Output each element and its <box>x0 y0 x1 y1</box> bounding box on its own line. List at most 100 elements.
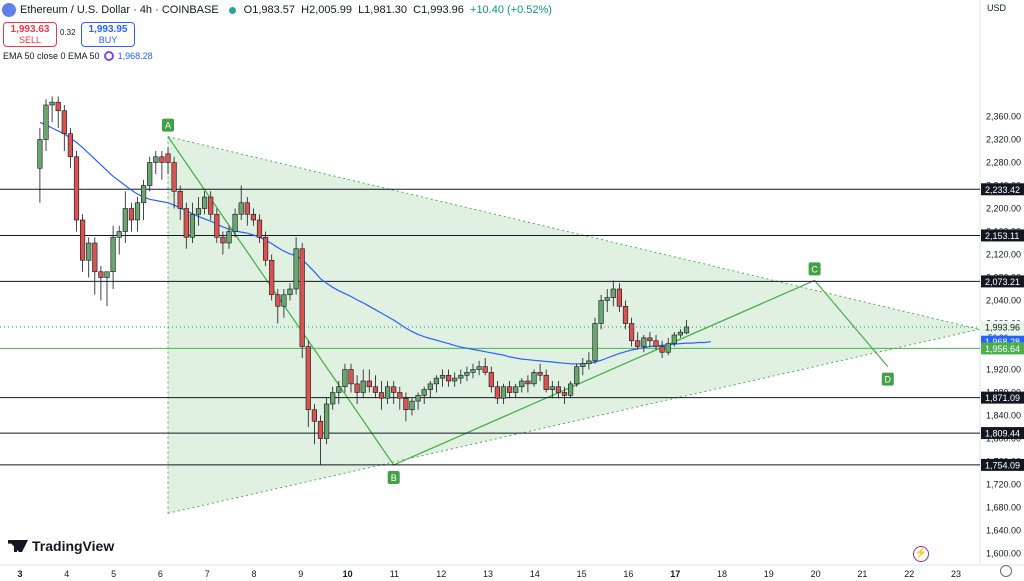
candle-body <box>641 337 647 347</box>
sell-price: 1,993.63 <box>10 24 50 35</box>
candle-body <box>147 162 153 186</box>
symbol-title[interactable]: Ethereum / U.S. Dollar · 4h · COINBASE <box>20 4 219 16</box>
candle-body <box>531 372 537 385</box>
brand-name: TradingView <box>32 538 115 554</box>
candle-body <box>311 409 318 422</box>
candle-body <box>43 104 49 140</box>
candle-body <box>104 271 110 278</box>
candle-body <box>55 101 61 112</box>
candle-body <box>214 213 220 238</box>
candle-body <box>73 156 80 221</box>
candle-body <box>403 397 409 411</box>
time-axis[interactable]: 3 4 5 6 7 8 9 10 11 12 13 14 15 16 17 18 19 20 21 22 23 <box>17 569 961 579</box>
currency-label[interactable]: USD <box>987 3 1007 13</box>
time-tick-label: 5 <box>111 569 116 579</box>
settings-gear-icon[interactable] <box>1000 565 1012 577</box>
triangle-pattern <box>167 136 980 514</box>
price-tick-label: 2,200.00 <box>986 204 1021 214</box>
time-tick-label: 11 <box>390 569 399 579</box>
price-tick-label: 1,720.00 <box>986 480 1021 490</box>
candle-body <box>421 389 427 396</box>
point-d-label: D <box>885 375 892 385</box>
candle-body <box>305 346 311 411</box>
candle-body <box>567 383 574 396</box>
candle-body <box>622 305 629 324</box>
ema-value: 1,968.28 <box>117 51 153 61</box>
candle-body <box>464 372 470 376</box>
price-tick-label: 2,120.00 <box>986 250 1021 260</box>
candle-body <box>580 363 586 367</box>
candle-body <box>208 196 214 215</box>
price-tick-label: 2,040.00 <box>986 296 1021 306</box>
level-price-label: 2,153.11 <box>985 231 1019 241</box>
buy-button[interactable]: 1,993.95 BUY <box>81 22 135 47</box>
candle-body <box>220 236 226 244</box>
candle-body <box>189 213 196 238</box>
level-price-label-bg <box>981 458 1024 471</box>
candle-body <box>281 294 287 307</box>
sell-button[interactable]: 1,993.63 SELL <box>3 22 57 47</box>
time-tick-label: 13 <box>483 569 493 579</box>
candle-body <box>616 288 622 307</box>
time-tick-label: 10 <box>343 569 353 579</box>
symbol-header: Ethereum / U.S. Dollar · 4h · COINBASE O… <box>0 0 552 20</box>
time-tick-label: 7 <box>205 569 210 579</box>
candle-body <box>598 300 604 324</box>
time-tick-label: 16 <box>623 569 633 579</box>
point-d-badge <box>881 372 894 386</box>
tradingview-logo: TradingView <box>8 538 114 554</box>
lightning-icon[interactable]: ⚡ <box>913 546 929 562</box>
point-a-badge <box>162 118 174 132</box>
point-b-badge <box>387 470 400 484</box>
last-price-label: 1,993.96 <box>985 322 1020 332</box>
sell-label: SELL <box>18 35 42 45</box>
candle-body <box>378 392 385 399</box>
candle-body <box>519 380 525 388</box>
level-price-label: 2,073.21 <box>985 277 1020 287</box>
market-status-icon <box>228 6 236 14</box>
time-tick-label: 20 <box>811 569 821 579</box>
candle-body <box>653 340 659 347</box>
low-value: L1,981.30 <box>358 4 407 16</box>
ema-legend[interactable]: EMA 50 close 0 EMA 50 1,968.28 <box>3 51 153 61</box>
candle-body <box>574 366 580 385</box>
candle-body <box>202 196 208 209</box>
candle-body <box>183 208 189 238</box>
time-tick-label: 6 <box>158 569 163 579</box>
level-price-label-bg <box>981 183 1024 196</box>
horizontal-levels <box>0 188 980 466</box>
candle-body <box>525 380 531 385</box>
candle-body <box>372 386 379 393</box>
ema-price-label: 1,968.28 <box>985 337 1020 347</box>
candle-body <box>628 323 635 342</box>
tradingview-mark-icon <box>8 540 28 552</box>
candle-body <box>391 386 397 393</box>
price-tick-label: 1,920.00 <box>986 365 1021 375</box>
candle-body <box>110 236 116 273</box>
point-b-label: B <box>391 473 397 483</box>
level-price-label: 1,809.44 <box>985 429 1020 439</box>
support-price-label: 1,956.64 <box>985 344 1020 354</box>
candle-body <box>659 346 665 353</box>
time-tick-label: 23 <box>951 569 961 579</box>
candle-body <box>153 156 159 163</box>
candle-body <box>354 383 360 393</box>
pattern-points: A B C D <box>162 118 894 484</box>
candle-body <box>549 386 555 390</box>
candle-body <box>336 386 342 393</box>
candle-body <box>141 185 147 204</box>
candle-body <box>671 334 677 344</box>
price-axis[interactable]: 1,600.001,640.001,680.001,720.001,760.00… <box>981 112 1024 559</box>
candle-body <box>561 392 568 396</box>
candle-body <box>134 202 141 221</box>
loading-icon <box>103 51 114 61</box>
level-price-label: 1,871.09 <box>985 393 1020 403</box>
candle-body <box>360 380 366 393</box>
candle-body <box>299 248 305 347</box>
high-value: H2,005.99 <box>301 4 352 16</box>
candle-body <box>683 326 690 334</box>
time-tick-label: 9 <box>298 569 303 579</box>
candle-body <box>366 380 372 388</box>
price-tick-label: 2,360.00 <box>986 112 1021 122</box>
